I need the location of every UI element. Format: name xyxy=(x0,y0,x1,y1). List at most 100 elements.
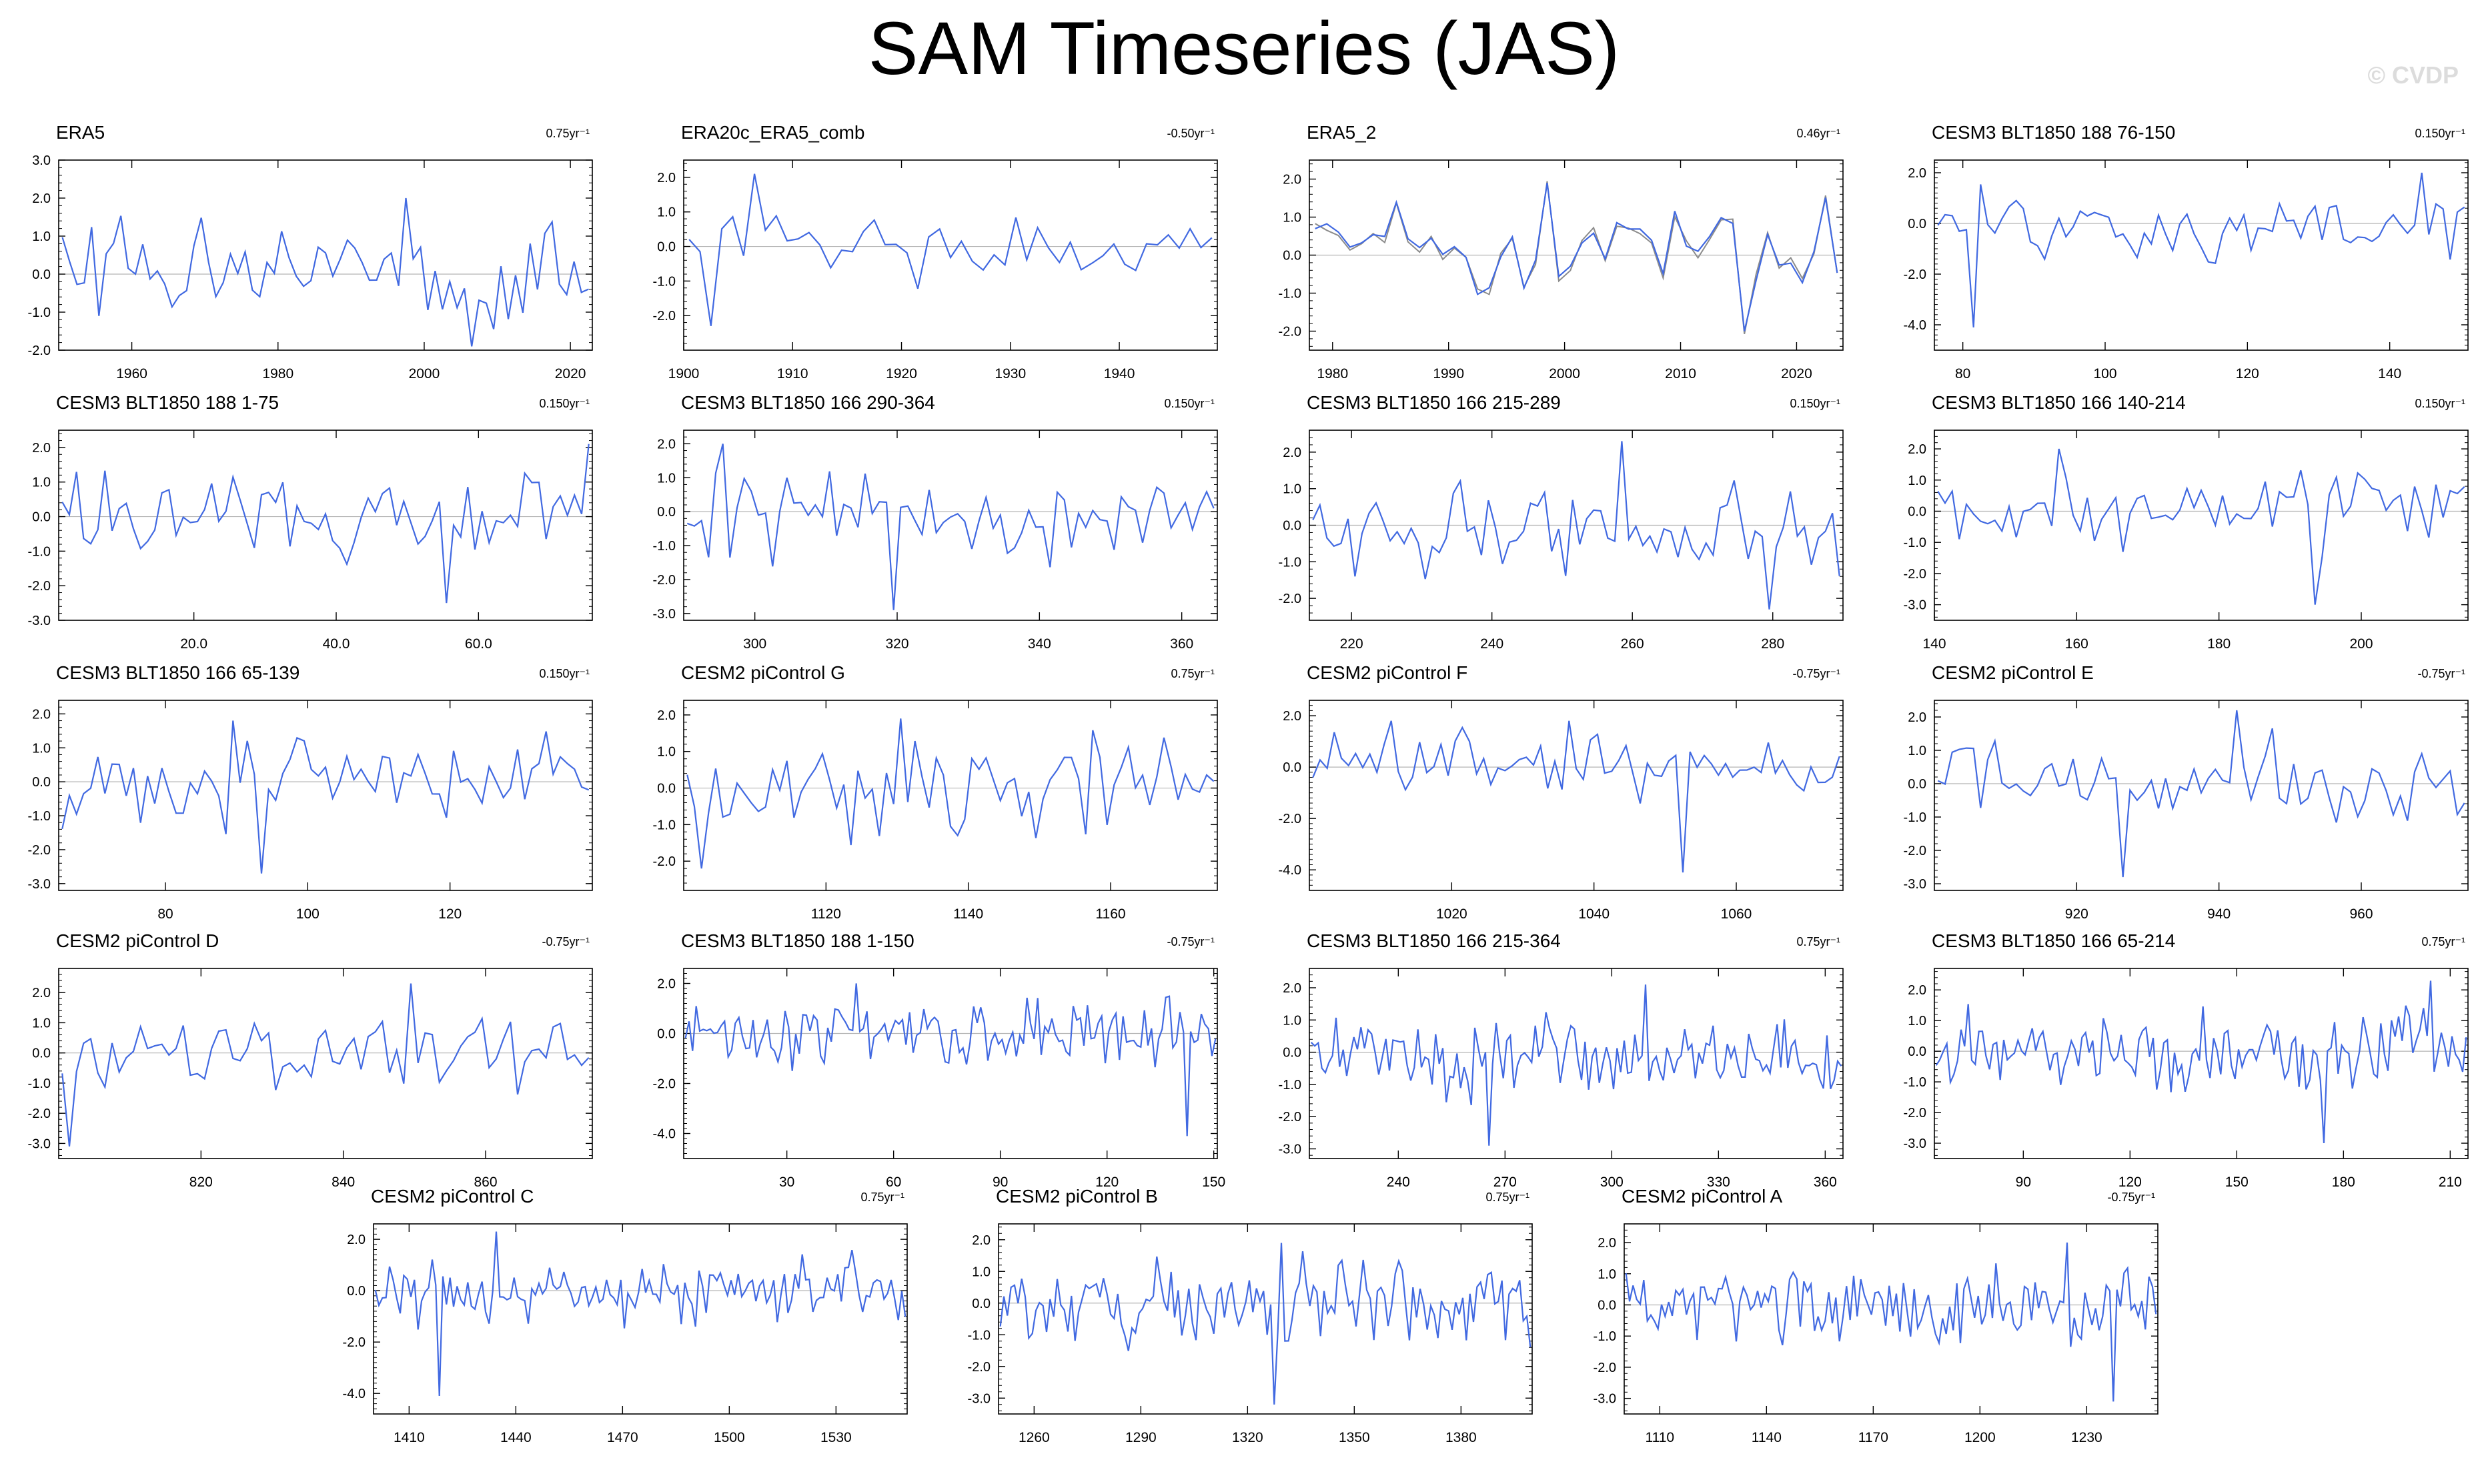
y-tick-label: -1.0 xyxy=(1904,1075,1926,1090)
trend-label: 0.150yr⁻¹ xyxy=(2415,127,2465,140)
panel-title: CESM2 piControl B xyxy=(996,1186,1158,1207)
x-tick-label: 1110 xyxy=(1646,1430,1675,1445)
x-tick-label: 1140 xyxy=(953,906,983,922)
panel-title: CESM2 piControl A xyxy=(1622,1186,1783,1207)
panel-title: CESM2 piControl D xyxy=(56,930,219,951)
series-line xyxy=(1312,441,1840,610)
x-tick-label: 1980 xyxy=(262,366,293,382)
x-tick-label: 140 xyxy=(1922,636,1946,652)
x-tick-label: 960 xyxy=(2349,906,2373,922)
series-line xyxy=(688,173,1213,326)
x-tick-label: 1060 xyxy=(1721,906,1752,922)
y-tick-label: 0.0 xyxy=(32,267,51,282)
series-line-secondary xyxy=(1315,181,1838,334)
plot-frame xyxy=(373,1223,908,1415)
x-tick-label: 1910 xyxy=(777,366,808,382)
series-line xyxy=(61,444,590,604)
trend-label: 0.46yr⁻¹ xyxy=(1796,127,1840,140)
y-tick-label: -2.0 xyxy=(1904,1106,1926,1121)
x-tick-label: 240 xyxy=(1387,1175,1410,1190)
y-tick-label: -2.0 xyxy=(343,1335,366,1350)
y-tick-label: -2.0 xyxy=(1904,567,1926,582)
y-tick-label: 2.0 xyxy=(347,1233,366,1247)
y-tick-label: 0.0 xyxy=(657,1027,676,1042)
y-tick-label: -2.0 xyxy=(1279,1110,1301,1125)
plot-frame xyxy=(998,1223,1533,1415)
panel-title: CESM3 BLT1850 166 140-214 xyxy=(1932,392,2186,413)
panel-title: CESM3 BLT1850 166 215-289 xyxy=(1307,392,1561,413)
y-tick-label: -4.0 xyxy=(1904,318,1926,333)
x-tick-label: 1160 xyxy=(1095,906,1125,922)
x-tick-label: 320 xyxy=(885,636,908,652)
x-tick-label: 220 xyxy=(1340,636,1363,652)
y-tick-label: 1.0 xyxy=(1908,1014,1926,1028)
series-line xyxy=(1937,710,2465,878)
trend-label: 0.75yr⁻¹ xyxy=(546,127,590,140)
x-tick-label: 80 xyxy=(1955,366,1970,382)
x-tick-label: 920 xyxy=(2065,906,2088,922)
y-tick-label: -3.0 xyxy=(28,877,51,892)
y-tick-label: 2.0 xyxy=(1908,166,1926,181)
panel-title: CESM3 BLT1850 166 215-364 xyxy=(1307,930,1561,951)
y-tick-label: -2.0 xyxy=(28,1106,51,1121)
x-tick-label: 1410 xyxy=(394,1430,425,1445)
x-tick-label: 1380 xyxy=(1445,1430,1477,1445)
x-tick-label: 180 xyxy=(2332,1175,2355,1190)
y-tick-label: 2.0 xyxy=(657,708,676,723)
y-tick-label: -2.0 xyxy=(28,343,51,358)
trend-label: 0.75yr⁻¹ xyxy=(1796,935,1840,948)
panel-title: CESM3 BLT1850 166 65-214 xyxy=(1932,930,2175,951)
y-tick-label: -1.0 xyxy=(653,274,676,289)
x-tick-label: 280 xyxy=(1761,636,1784,652)
trend-label: -0.50yr⁻¹ xyxy=(1167,127,1215,140)
panel-title: CESM3 BLT1850 188 1-75 xyxy=(56,392,279,413)
x-tick-label: 1920 xyxy=(886,366,917,382)
plot-frame xyxy=(58,700,593,891)
x-tick-label: 1530 xyxy=(820,1430,852,1445)
series-line xyxy=(1310,984,1842,1146)
y-tick-label: -1.0 xyxy=(1594,1329,1616,1344)
y-tick-label: 2.0 xyxy=(972,1233,991,1248)
trend-label: -0.75yr⁻¹ xyxy=(1167,935,1215,948)
y-tick-label: 2.0 xyxy=(1908,983,1926,998)
x-tick-label: 940 xyxy=(2207,906,2231,922)
x-tick-label: 1200 xyxy=(1964,1430,1996,1445)
y-tick-label: 1.0 xyxy=(657,471,676,486)
x-tick-label: 30 xyxy=(779,1175,794,1190)
y-tick-label: 1.0 xyxy=(32,741,51,756)
y-tick-label: 2.0 xyxy=(1908,442,1926,457)
y-tick-label: -1.0 xyxy=(653,539,676,554)
x-tick-label: 340 xyxy=(1028,636,1051,652)
x-tick-label: 120 xyxy=(438,906,462,922)
y-tick-label: -2.0 xyxy=(28,843,51,858)
x-tick-label: 1260 xyxy=(1019,1430,1050,1445)
x-tick-label: 1230 xyxy=(2071,1430,2102,1445)
y-tick-label: -2.0 xyxy=(653,1077,676,1092)
y-tick-label: -3.0 xyxy=(1279,1143,1301,1157)
y-tick-label: -3.0 xyxy=(28,1137,51,1151)
y-tick-label: 2.0 xyxy=(32,986,51,1000)
y-tick-label: 2.0 xyxy=(32,441,51,456)
plot-frame xyxy=(1309,430,1844,621)
x-tick-label: 120 xyxy=(2118,1175,2142,1190)
y-tick-label: 1.0 xyxy=(32,476,51,490)
x-tick-label: 820 xyxy=(189,1175,213,1190)
plot-frame xyxy=(1934,968,2469,1159)
x-tick-label: 120 xyxy=(1095,1175,1119,1190)
y-tick-label: 0.0 xyxy=(1908,777,1926,792)
trend-label: 0.75yr⁻¹ xyxy=(860,1191,904,1204)
y-tick-label: -1.0 xyxy=(968,1328,991,1343)
trend-label: -0.75yr⁻¹ xyxy=(1792,667,1840,680)
y-tick-label: 1.0 xyxy=(32,229,51,244)
panel-title: CESM2 piControl G xyxy=(681,662,845,683)
y-tick-label: -1.0 xyxy=(653,818,676,832)
x-tick-label: 1960 xyxy=(116,366,147,382)
trend-label: 0.150yr⁻¹ xyxy=(1164,397,1215,410)
x-tick-label: 1940 xyxy=(1104,366,1135,382)
